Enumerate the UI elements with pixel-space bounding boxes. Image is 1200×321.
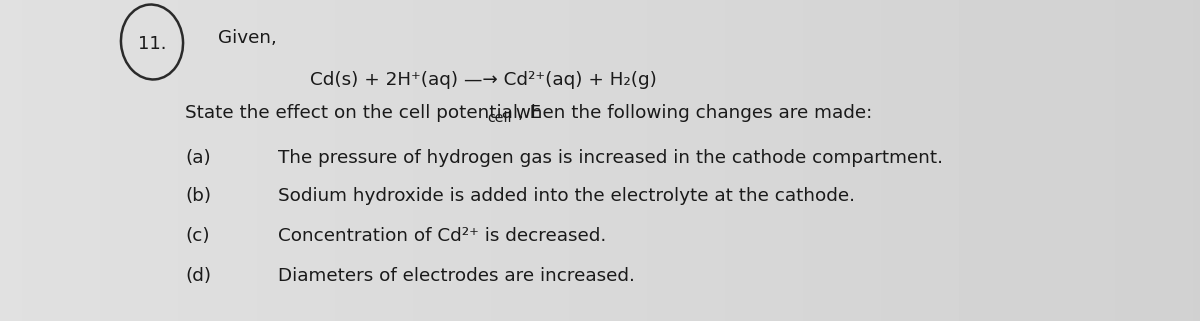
Text: (a): (a) — [185, 149, 211, 167]
Text: Sodium hydroxide is added into the electrolyte at the cathode.: Sodium hydroxide is added into the elect… — [278, 187, 854, 205]
Text: (c): (c) — [185, 227, 210, 245]
Text: Given,: Given, — [218, 29, 277, 47]
Text: when the following changes are made:: when the following changes are made: — [510, 104, 872, 122]
Text: (b): (b) — [185, 187, 211, 205]
Text: State the effect on the cell potential, E: State the effect on the cell potential, … — [185, 104, 541, 122]
Text: Cd(s) + 2H⁺(aq) —→ Cd²⁺(aq) + H₂(g): Cd(s) + 2H⁺(aq) —→ Cd²⁺(aq) + H₂(g) — [310, 71, 656, 89]
Text: Concentration of Cd²⁺ is decreased.: Concentration of Cd²⁺ is decreased. — [278, 227, 606, 245]
Text: cell: cell — [487, 111, 512, 125]
Text: The pressure of hydrogen gas is increased in the cathode compartment.: The pressure of hydrogen gas is increase… — [278, 149, 943, 167]
Text: Diameters of electrodes are increased.: Diameters of electrodes are increased. — [278, 267, 635, 285]
Text: (d): (d) — [185, 267, 211, 285]
Text: 11.: 11. — [138, 35, 167, 53]
